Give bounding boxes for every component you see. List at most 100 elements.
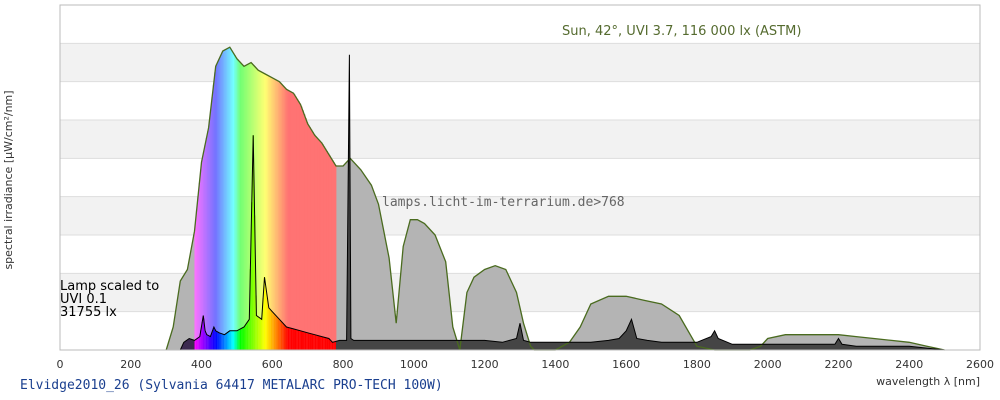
sun-spectrum-strip (239, 62, 242, 350)
lamp-spectrum-strip (229, 330, 232, 350)
sun-spectrum-strip (296, 98, 299, 350)
lamp-spectrum-strip (265, 287, 268, 350)
lamp-spectrum-strip (330, 340, 333, 350)
sun-spectrum-strip (249, 62, 252, 350)
lamp-spectrum-strip (214, 329, 217, 350)
lamp-spectrum-strip (324, 337, 327, 350)
sun-spectrum-strip (205, 138, 208, 350)
x-tick-label: 2400 (895, 358, 923, 371)
lamp-spectrum-strip (320, 336, 323, 350)
lamp-spectrum-strip (314, 334, 317, 350)
sun-area (166, 47, 945, 350)
lamp-spectrum-strip (307, 332, 310, 350)
sun-spectrum-strip (310, 129, 313, 350)
sun-spectrum-strip (293, 94, 296, 350)
lamp-spectrum-strip (201, 321, 204, 350)
lamp-spectrum-strip (282, 323, 285, 350)
lamp-spectrum-strip (258, 317, 260, 350)
lamp-spectrum-strip (302, 331, 304, 350)
x-tick-label: 1800 (683, 358, 711, 371)
x-tick-label: 800 (333, 358, 354, 371)
x-tick-label: 1000 (400, 358, 428, 371)
sun-spectrum-strip (200, 169, 202, 350)
sun-spectrum-strip (221, 52, 224, 350)
lamp-spectrum-strip (263, 277, 266, 350)
lamp-spectrum-strip (217, 331, 219, 350)
lamp-spectrum-strip (238, 329, 241, 350)
x-tick-label: 1400 (541, 358, 569, 371)
lamp-uv-area (180, 338, 195, 350)
x-tick-label: 200 (120, 358, 141, 371)
lamp-spectrum-strip (219, 333, 222, 350)
lamp-spectrum-strip (319, 336, 321, 350)
lamp-spectrum-strip (316, 335, 318, 350)
lamp-spectrum-strip (309, 333, 311, 350)
sun-spectrum-strip (234, 55, 236, 350)
sun-spectrum-strip (210, 109, 212, 351)
sun-spectrum-strip (260, 72, 263, 350)
sun-spectrum-strip (302, 110, 304, 350)
lamp-spectrum-strip (242, 327, 245, 350)
x-tick-label: 2600 (966, 358, 994, 371)
lamp-spectrum-strip (222, 334, 225, 350)
sun-spectrum-strip (201, 158, 204, 350)
sun-spectrum-strip (215, 64, 218, 351)
sun-spectrum-strip (277, 81, 280, 350)
lamp-spectrum-strip (293, 329, 296, 350)
sun-spectrum-strip (217, 61, 219, 350)
lamp-spectrum-strip (207, 335, 210, 350)
sun-spectrum-strip (303, 114, 306, 350)
sun-spectrum-strip (198, 182, 201, 350)
sun-spectrum-strip (235, 57, 238, 351)
lamp-spectrum-strip (270, 310, 273, 350)
sun-spectrum-strip (248, 63, 251, 351)
sun-spectrum-strip (245, 65, 248, 351)
sun-spectrum-strip (204, 144, 207, 350)
sun-spectrum-strip (222, 50, 225, 351)
lamp-note-line-3: 31755 lx (60, 305, 117, 320)
sun-spectrum-strip (214, 72, 217, 350)
grid-band (60, 81, 980, 120)
sun-spectrum-strip (326, 151, 328, 350)
sun-spectrum-strip (306, 121, 309, 350)
lamp-spectrum-strip (253, 215, 256, 350)
sun-spectrum-strip (324, 148, 327, 350)
sun-spectrum-strip (207, 131, 210, 350)
lamp-spectrum-strip (272, 312, 275, 350)
sun-spectrum-strip (194, 224, 197, 350)
lamp-spectrum-strip (327, 338, 330, 350)
lamp-spectrum-strip (280, 321, 283, 350)
sun-spectrum-strip (231, 50, 234, 351)
lamp-spectrum-strip (249, 269, 252, 350)
lamp-spectrum-strip (290, 328, 293, 350)
lamp-spectrum-strip (231, 330, 234, 350)
sun-spectrum-strip (263, 73, 266, 351)
sun-spectrum-strip (246, 64, 249, 351)
sun-spectrum-strip (269, 76, 272, 351)
lamp-spectrum-strip (311, 334, 314, 350)
lamp-spectrum-strip (273, 313, 276, 350)
lamp-spectrum-strip (300, 331, 303, 350)
sun-spectrum-strip (211, 97, 214, 350)
plot-frame (59, 4, 981, 351)
sun-spectrum-strip (228, 47, 231, 351)
lamp-spectrum-strip (277, 318, 280, 350)
lamp-spectrum-strip (269, 309, 272, 350)
lamp-spectrum-strip (210, 335, 212, 351)
lamp-spectrum-strip (321, 336, 324, 350)
sun-spectrum-strip (289, 91, 292, 350)
lamp-spectrum-strip (197, 337, 200, 350)
x-tick-label: 0 (57, 358, 64, 371)
lamp-spectrum-strip (294, 329, 297, 350)
lamp-spectrum-strip (244, 325, 246, 350)
lamp-spectrum-strip (299, 330, 302, 350)
sun-spectrum-strip (286, 89, 289, 350)
sun-spectrum-strip (236, 59, 239, 351)
lamp-spectrum-strip (195, 338, 198, 350)
lamp-spectrum-strip (310, 333, 313, 350)
sun-spectrum-strip (232, 52, 235, 351)
sun-spectrum-strip (290, 92, 293, 351)
lamp-spectrum-strip (224, 334, 226, 350)
lamp-spectrum-strip (268, 307, 270, 350)
sun-spectrum-strip (270, 77, 273, 350)
